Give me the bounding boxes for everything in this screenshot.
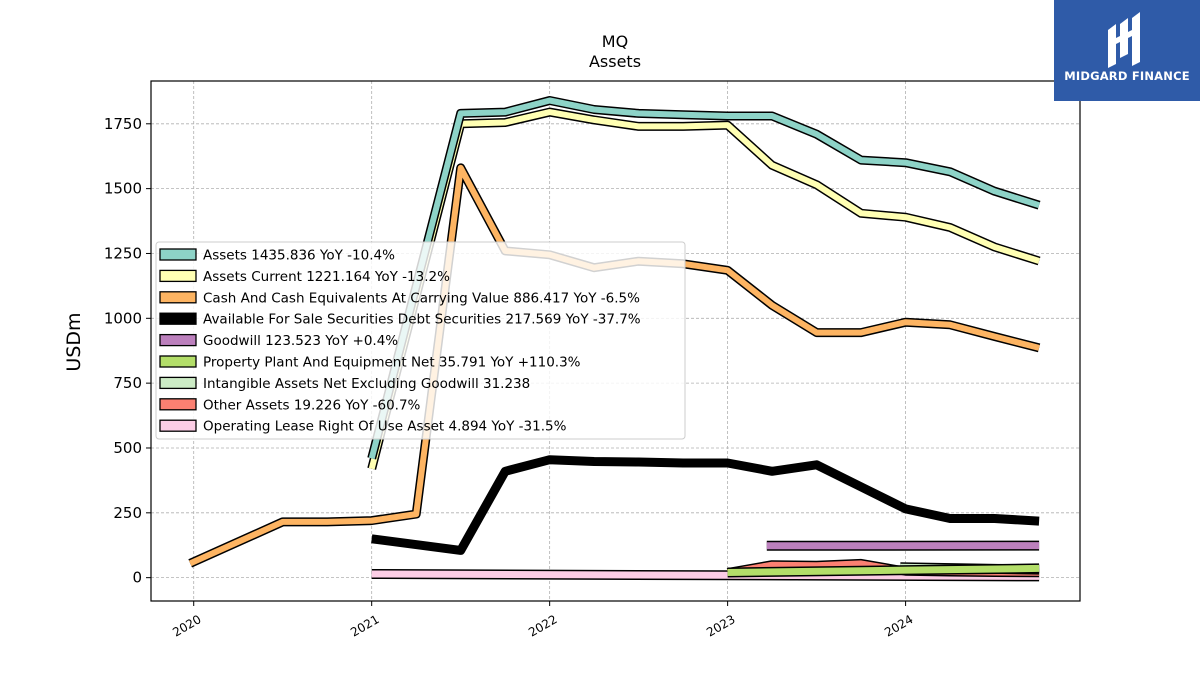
legend-swatch-assets: [159, 248, 197, 261]
x-tick-label-2: 2022: [526, 612, 559, 639]
y-tick-label-4: 1000: [104, 309, 142, 327]
y-tick-label-0: 0: [132, 569, 142, 587]
legend-label-intangible-assets-net-excluding-goodwill: Intangible Assets Net Excluding Goodwill…: [203, 376, 530, 392]
legend-swatch-goodwill: [159, 333, 197, 347]
legend-label-assets-current: Assets Current 1221.164 YoY -13.2%: [203, 269, 450, 285]
x-tick-label-0: 2020: [170, 612, 203, 639]
x-tick-label-1: 2021: [348, 612, 381, 639]
legend-label-operating-lease-right-of-use-asset: Operating Lease Right Of Use Asset 4.894…: [203, 419, 567, 435]
legend-swatch-property-plant-and-equipment-net: [159, 355, 197, 368]
legend: Assets 1435.836 YoY -10.4% Assets Current…: [155, 241, 686, 440]
series-layer: [188, 96, 1041, 582]
series-assets-current: [368, 109, 1041, 470]
legend-label-goodwill: Goodwill 123.523 YoY +0.4%: [203, 333, 398, 349]
y-tick-label-2: 500: [113, 439, 142, 457]
legend-label-property-plant-and-equipment-net: Property Plant And Equipment Net 35.791 …: [203, 355, 581, 371]
legend-swatch-other-assets: [159, 398, 197, 411]
x-tick-label-4: 2024: [882, 612, 915, 639]
legend-swatch-available-for-sale-securities-debt-securities: [159, 312, 197, 325]
legend-swatch-assets-current: [159, 269, 197, 283]
series-assets: [368, 97, 1041, 460]
y-axis-label: USDm: [63, 312, 85, 371]
chart-title: MQ: [602, 32, 628, 51]
brand-logo: MIDGARD FINANCE: [1054, 0, 1200, 101]
legend-swatch-intangible-assets-net-excluding-goodwill: [159, 376, 197, 390]
plot-frame: [150, 80, 1081, 602]
x-tick-label-3: 2023: [704, 612, 737, 639]
y-tick-label-6: 1500: [104, 180, 142, 198]
legend-swatch-cash-and-cash-equivalents-at-carrying-value: [159, 291, 197, 304]
chart-subtitle: Assets: [589, 52, 641, 71]
legend-label-assets: Assets 1435.836 YoY -10.4%: [203, 248, 395, 264]
legend-label-available-for-sale-securities-debt-securities: Available For Sale Securities Debt Secur…: [203, 312, 641, 328]
legend-label-other-assets: Other Assets 19.226 YoY -60.7%: [203, 397, 421, 413]
legend-box: [155, 241, 686, 440]
brand-name: MIDGARD FINANCE: [1064, 69, 1190, 83]
midgard-logo-icon: [1108, 12, 1140, 68]
y-tick-label-7: 1750: [104, 115, 142, 133]
series-available-for-sale-securities-debt-securities: [371, 455, 1040, 555]
y-tick-label-1: 250: [113, 504, 142, 522]
legend-label-cash-and-cash-equivalents-at-carrying-value: Cash And Cash Equivalents At Carrying Va…: [203, 290, 640, 306]
series-property-plant-and-equipment-net: [727, 564, 1040, 576]
y-tick-label-5: 1250: [104, 244, 142, 262]
y-tick-label-3: 750: [113, 374, 142, 392]
legend-swatch-operating-lease-right-of-use-asset: [159, 419, 197, 432]
